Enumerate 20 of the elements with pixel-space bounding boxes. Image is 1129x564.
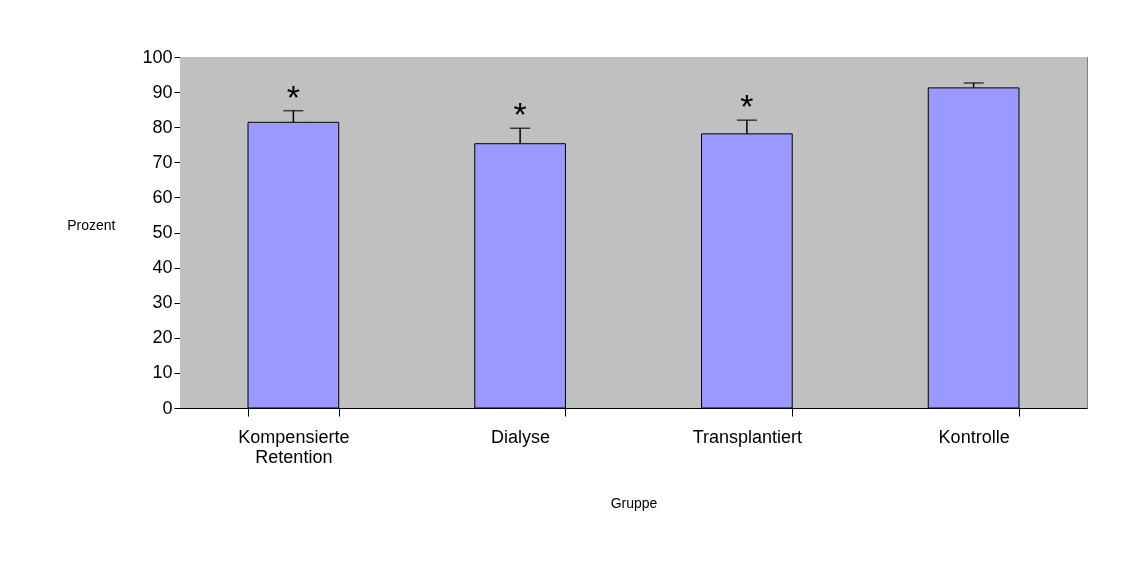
y-tick-label: 0 bbox=[162, 397, 173, 418]
x-axis-title: Gruppe bbox=[610, 494, 658, 511]
y-tick-label: 50 bbox=[152, 222, 173, 242]
y-tick-label: 10 bbox=[152, 362, 173, 383]
y-tick-label: 70 bbox=[152, 151, 173, 172]
x-tick-label: Transplantiert bbox=[692, 426, 803, 447]
annotation: * bbox=[740, 87, 754, 126]
y-tick-label: 60 bbox=[152, 186, 173, 207]
annotation: * bbox=[286, 77, 300, 116]
y-tick-label: 40 bbox=[152, 257, 173, 278]
x-tick-label: Kompensierte Retention bbox=[238, 426, 350, 467]
y-tick-label: 30 bbox=[152, 292, 173, 313]
y-tick-label: 100 bbox=[142, 46, 173, 67]
y-axis-title: Prozent bbox=[67, 216, 116, 233]
y-tick-label: 20 bbox=[152, 327, 173, 348]
y-tick-label: 80 bbox=[152, 116, 173, 137]
annotation: * bbox=[513, 95, 527, 134]
y-tick-label: 90 bbox=[152, 81, 173, 102]
x-tick-label: Kontrolle bbox=[938, 426, 1010, 447]
x-tick-label: Dialyse bbox=[491, 426, 551, 447]
